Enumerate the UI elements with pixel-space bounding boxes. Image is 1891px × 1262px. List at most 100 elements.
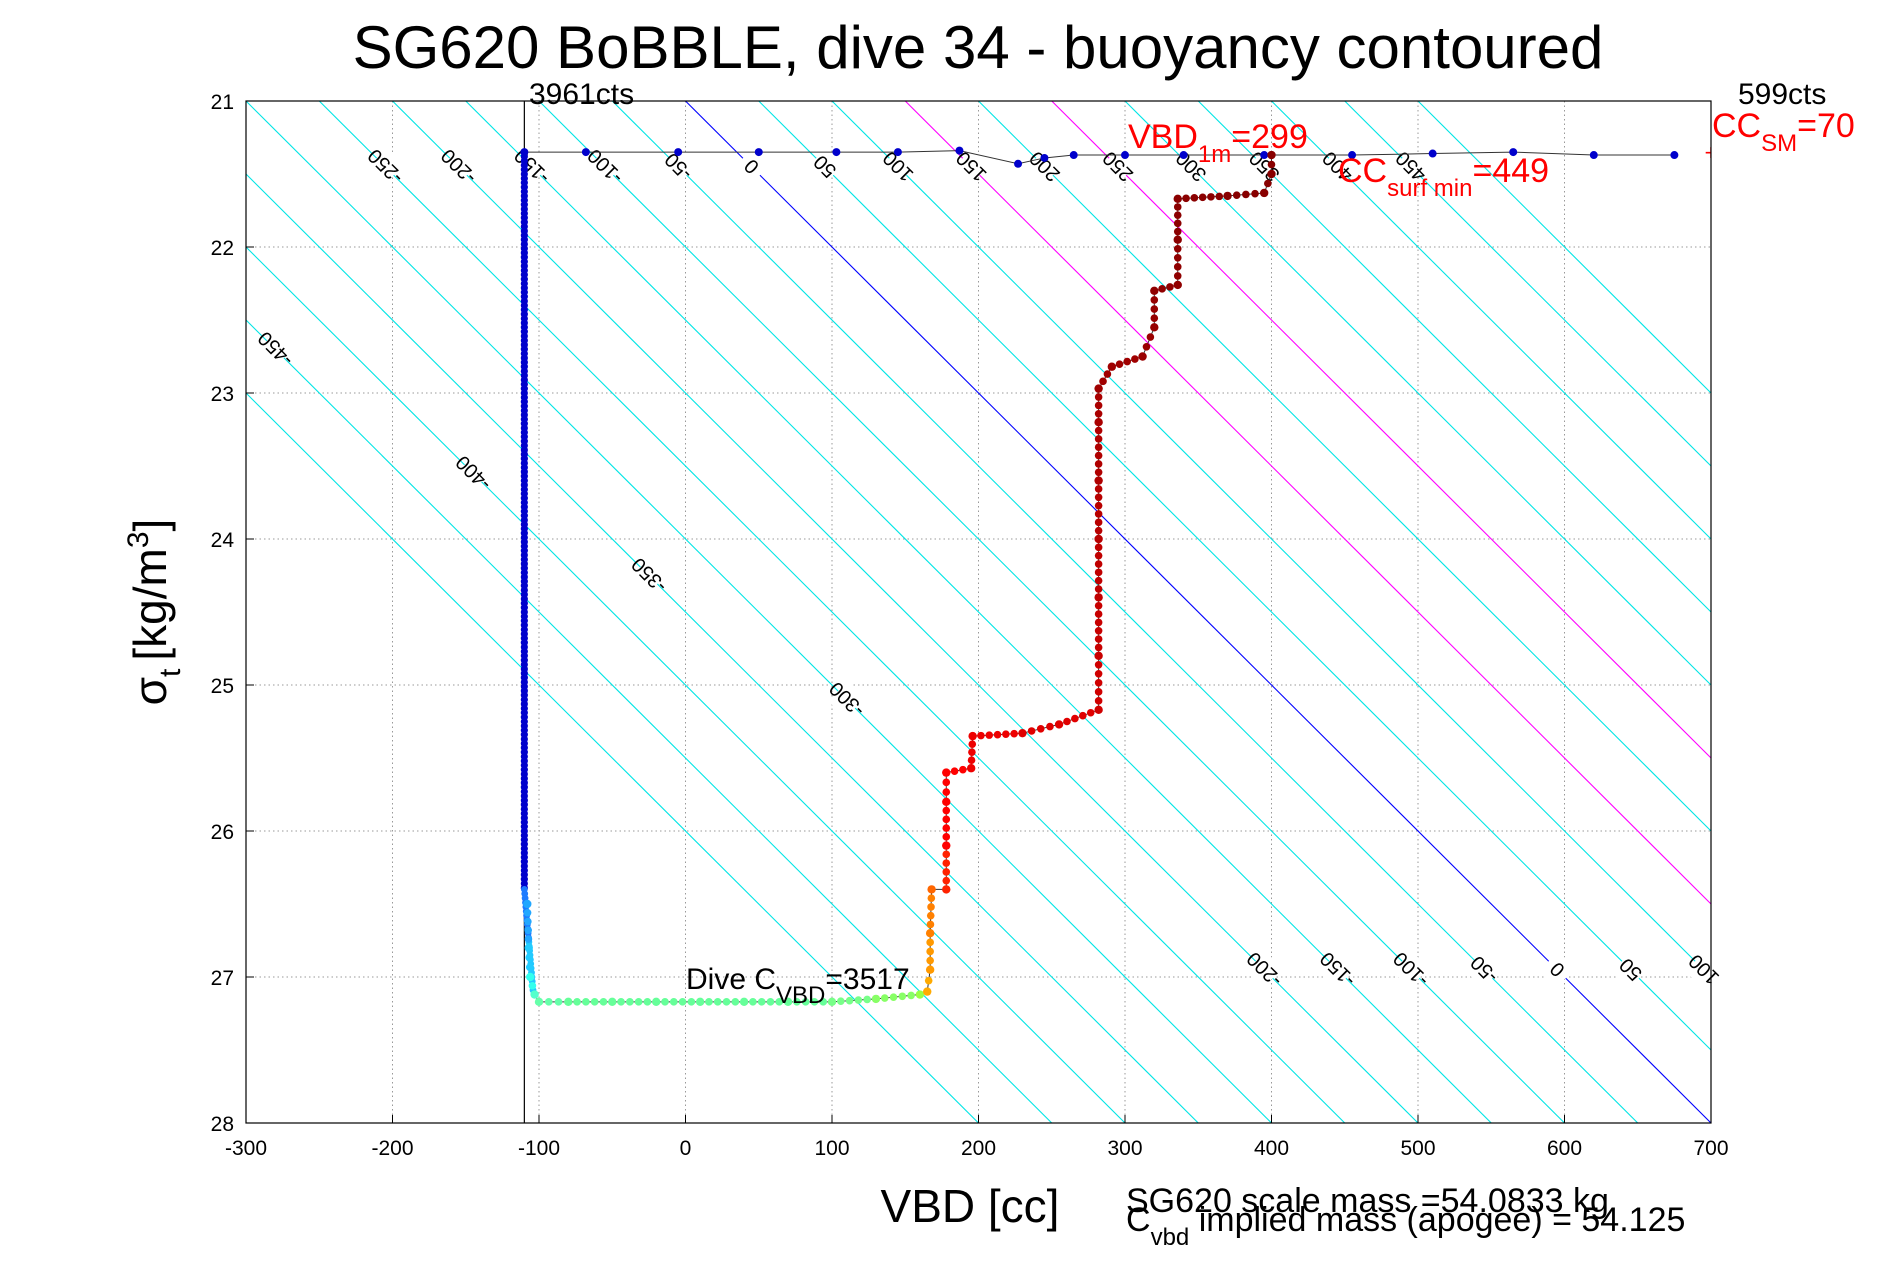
vbd-1m-main: VBD [1128,118,1198,156]
ascent-point [926,920,935,929]
ascent-point [1094,688,1103,696]
implied-rest: implied mass (apogee) = 54.125 [1189,1201,1685,1239]
contour-label-bg [1612,951,1649,989]
contour-label-bg [630,557,668,594]
apogee-point [661,998,669,1006]
contour-line [611,101,1639,1123]
y-tick-label: 23 [211,383,234,406]
contour-label-bg [440,148,477,186]
surface-point [893,148,902,157]
contour-label-bg [1172,148,1210,186]
apogee-point [544,998,553,1006]
vbd-1m-sub: 1m [1198,141,1231,168]
cc-sm-sub: SM [1761,130,1797,157]
y-tick-label: 24 [211,529,235,552]
ascent-point [1267,169,1276,179]
ascent-point [968,731,977,741]
ascent-point [1094,610,1103,618]
ascent-point [1173,272,1182,280]
ascent-point [925,929,935,938]
ascent-point [1094,384,1103,393]
apogee-point [854,996,863,1004]
ascent-point [1173,254,1182,262]
contour-line [246,173,1199,1123]
surface-point [955,146,964,155]
apogee-point [669,998,678,1006]
ascent-point [1099,377,1107,386]
contour-line [318,101,1346,1123]
apogee-point [523,899,532,909]
apogee-point [713,998,722,1006]
ascent-point [1094,435,1103,443]
apogee-point [915,990,925,999]
ascent-point [1094,468,1103,477]
apogee-point [554,998,563,1006]
x-tick-label: 300 [1107,1137,1142,1160]
surface-point [520,148,529,157]
ascent-point [1036,725,1045,733]
apogee-point [599,998,608,1006]
ascent-point [926,938,934,947]
ascent-point [942,876,951,885]
ascent-point [1094,601,1103,610]
apogee-point [827,997,837,1007]
contour-line [1417,101,1711,394]
apogee-point [836,997,845,1006]
contour-label-bg [659,148,697,186]
y-label-sup: 3 [122,531,155,548]
contour-line [758,101,1711,1051]
ascent-point [1094,543,1103,552]
ascent-point [1215,192,1224,201]
y-axis-label: σt [kg/m3] [122,519,187,706]
surface-point [1589,151,1598,160]
ascent-point [1173,263,1182,271]
y-tick-label: 26 [211,821,234,844]
ascent-point [1232,191,1241,199]
apogee-point [652,997,661,1007]
apogee-point [731,998,740,1006]
contour-line [1197,101,1711,613]
ascent-point [1094,443,1103,452]
ascent-point [1094,501,1103,510]
apogee-point [634,998,643,1006]
contour-line [465,101,1492,1123]
grid-lines [246,101,1711,1123]
implied-mass-footer: Cvbd implied mass (apogee) = 54.125 [1126,1201,1685,1251]
ascent-point [1094,593,1103,602]
ascent-point [1071,714,1079,723]
ascent-point [1131,355,1139,363]
contour-line [246,101,1272,1123]
apogee-point [534,997,544,1007]
apogee-point [617,998,625,1006]
apogee-point [530,990,539,999]
ascent-point [1094,651,1103,660]
ascent-point [1010,729,1018,738]
contour-label-bg [1319,951,1356,989]
contour-label-bg [1392,148,1430,186]
x-tick-label: 500 [1400,1137,1435,1160]
ascent-point [1223,191,1232,201]
surface-line [524,150,1675,165]
apogee-point [564,997,573,1007]
surface-point [1069,151,1078,160]
apogee-point [573,998,581,1006]
cc-surf-sub: surf min [1387,175,1472,202]
apogee-point [775,998,784,1006]
ascent-point [1190,194,1199,202]
contour-line [246,246,1126,1123]
ascent-point [1063,717,1071,726]
ascent-point [1158,285,1166,293]
contour-line [1271,101,1711,540]
contour-line [685,101,1711,1123]
apogee-point [739,997,749,1007]
ascent-point [1242,190,1250,199]
ascent-point [993,730,1002,739]
dive-c-sub: VBD [776,982,825,1009]
ascent-point [927,894,936,902]
chart-title: SG620 BoBBLE, dive 34 - buoyancy contour… [353,14,1604,81]
ascent-point [1173,203,1182,211]
ascent-point [959,765,967,774]
svg-text:σt[kg/m3]: σt [kg/m3] [122,519,187,706]
x-tick-label: -100 [518,1137,560,1160]
apogee-point [819,998,828,1006]
